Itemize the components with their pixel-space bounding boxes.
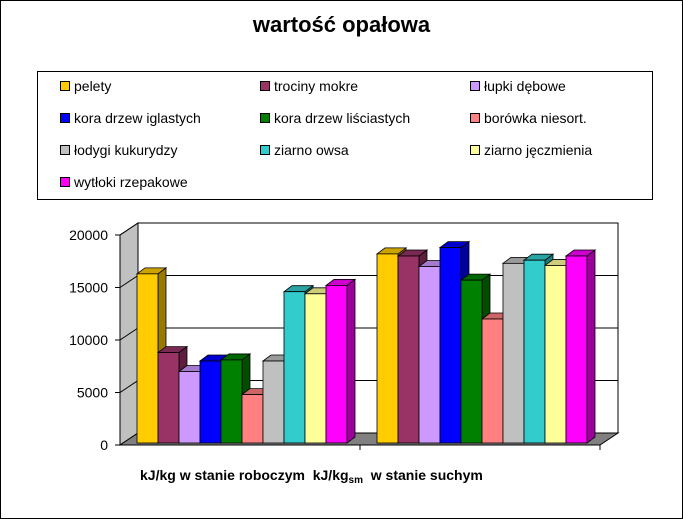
legend-item: łupki dębowe xyxy=(470,78,566,94)
category-label-2-rest: w stanie suchym xyxy=(370,467,483,483)
legend-label: łupki dębowe xyxy=(484,78,566,94)
legend-swatch xyxy=(470,113,480,123)
bar xyxy=(439,247,462,444)
gridline-side xyxy=(119,275,139,288)
legend-label: łodygi kukurydzy xyxy=(74,142,178,158)
legend-swatch xyxy=(60,113,70,123)
legend: pelety trociny mokre łupki dębowe kora drze… xyxy=(37,71,653,200)
legend-swatch xyxy=(470,145,480,155)
legend-swatch xyxy=(260,81,270,91)
y-tick-label: 15000 xyxy=(69,280,108,296)
legend-label: kora drzew liściastych xyxy=(274,110,411,126)
y-tick-label: 10000 xyxy=(69,332,108,348)
bar xyxy=(283,291,306,444)
legend-label: ziarno owsa xyxy=(274,142,349,158)
gridline-side xyxy=(119,327,139,341)
legend-swatch xyxy=(60,145,70,155)
bar xyxy=(178,371,201,444)
legend-item: trociny mokre xyxy=(260,78,358,94)
legend-item: ziarno owsa xyxy=(260,142,349,158)
bar xyxy=(157,352,180,444)
legend-item: pelety xyxy=(60,78,111,94)
bar xyxy=(523,259,546,444)
legend-item: łodygi kukurydzy xyxy=(60,142,178,158)
x-axis-label: kJ/kg w stanie roboczym kJ/kgsm w stanie… xyxy=(140,467,483,486)
bar xyxy=(136,273,159,444)
bar xyxy=(241,394,264,444)
bar xyxy=(418,266,441,444)
y-tick-label: 5000 xyxy=(77,385,108,401)
legend-label: trociny mokre xyxy=(274,78,359,94)
bar xyxy=(397,255,420,444)
legend-swatch xyxy=(60,81,70,91)
gridline-side xyxy=(119,380,139,393)
legend-label: kora drzew iglastych xyxy=(74,110,201,126)
bar xyxy=(544,265,567,444)
legend-item: kora drzew liściastych xyxy=(260,110,410,126)
legend-item: kora drzew iglastych xyxy=(60,110,201,126)
bar-side xyxy=(586,249,596,444)
bar xyxy=(565,255,588,444)
bar-side xyxy=(346,278,356,444)
category-label-2-unit: kJ/kg xyxy=(312,467,349,483)
legend-item: wytłoki rzepakowe xyxy=(60,174,188,190)
bar xyxy=(481,318,504,444)
bar xyxy=(262,360,285,444)
bar xyxy=(376,253,399,444)
legend-label: wytłoki rzepakowe xyxy=(74,174,188,190)
bar xyxy=(460,279,483,444)
chart-title: wartość opałowa xyxy=(252,12,431,37)
gridline-side xyxy=(119,222,139,236)
legend-label: pelety xyxy=(74,78,112,94)
legend-label: borówka niesort. xyxy=(484,110,587,126)
category-label-2-subscript: sm xyxy=(348,475,363,486)
legend-item: ziarno jęczmienia xyxy=(470,142,592,158)
bar xyxy=(502,262,525,444)
legend-swatch xyxy=(260,145,270,155)
category-label-1: kJ/kg w stanie roboczym xyxy=(140,467,305,483)
legend-swatch xyxy=(60,177,70,187)
bar xyxy=(199,360,222,444)
legend-swatch xyxy=(260,113,270,123)
y-tick-label: 20000 xyxy=(69,227,108,243)
bar xyxy=(220,359,243,444)
legend-label: ziarno jęczmienia xyxy=(484,142,593,158)
legend-swatch xyxy=(470,81,480,91)
bar xyxy=(325,284,348,444)
bar xyxy=(304,293,327,444)
y-tick-label: 0 xyxy=(100,437,108,453)
legend-item: borówka niesort. xyxy=(470,110,587,126)
